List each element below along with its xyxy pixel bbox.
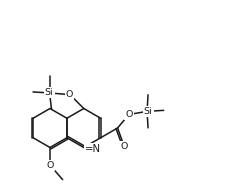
Text: Si: Si xyxy=(45,88,53,97)
Text: O: O xyxy=(46,161,54,170)
Text: O: O xyxy=(66,90,73,99)
Text: O: O xyxy=(120,142,128,151)
Text: O: O xyxy=(125,110,133,119)
Text: =N: =N xyxy=(85,144,101,154)
Text: Si: Si xyxy=(144,107,152,116)
